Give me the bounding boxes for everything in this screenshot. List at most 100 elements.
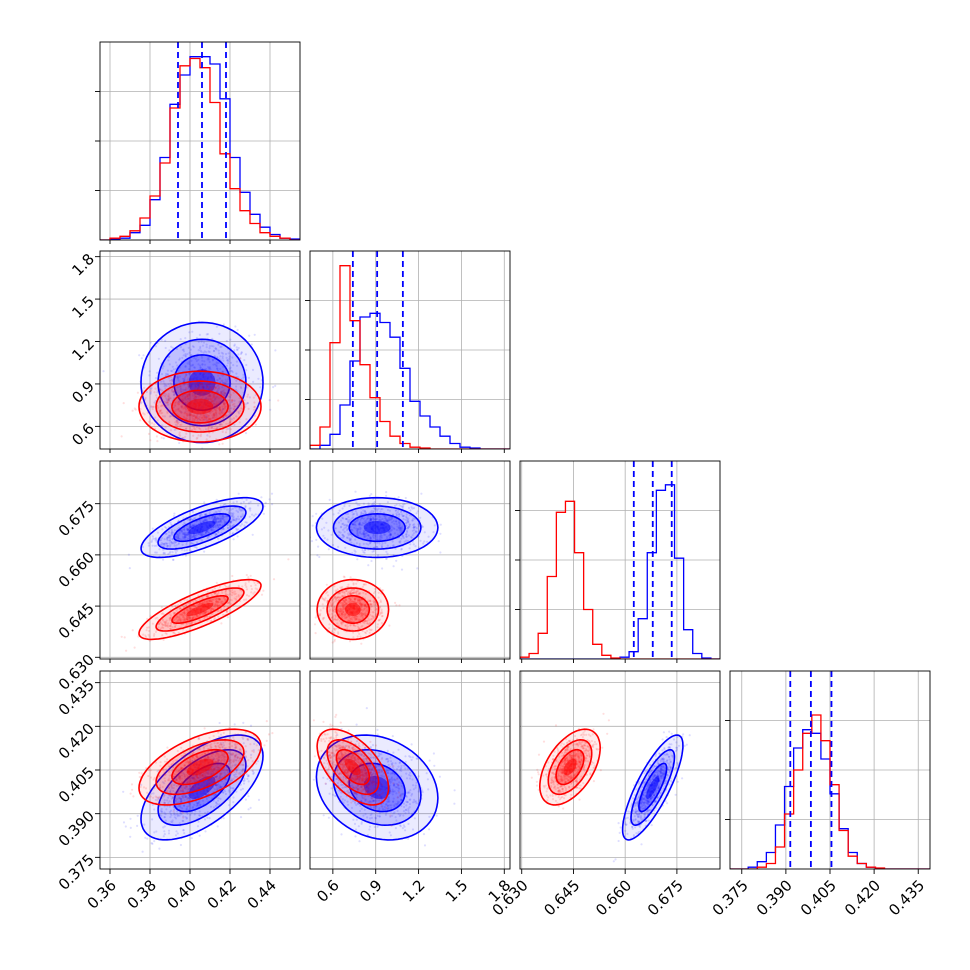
sample-point bbox=[172, 632, 175, 635]
sample-point bbox=[206, 333, 210, 336]
sample-point bbox=[351, 535, 354, 538]
sample-point bbox=[213, 407, 216, 411]
sample-point bbox=[218, 423, 221, 426]
sample-point bbox=[358, 591, 361, 595]
sample-point bbox=[214, 533, 217, 536]
sample-point bbox=[221, 517, 224, 520]
sample-point bbox=[199, 533, 202, 536]
sample-point bbox=[161, 424, 164, 427]
sample-point bbox=[165, 622, 168, 625]
sample-point bbox=[419, 539, 422, 542]
sample-point bbox=[412, 526, 415, 530]
sample-point bbox=[167, 531, 171, 534]
sample-point bbox=[173, 394, 176, 397]
sample-point bbox=[311, 524, 314, 527]
sample-point bbox=[353, 526, 356, 529]
sample-point bbox=[206, 590, 209, 594]
sample-point bbox=[374, 514, 377, 517]
sample-point bbox=[194, 395, 197, 399]
sample-point bbox=[381, 508, 384, 511]
sample-point bbox=[190, 542, 193, 545]
sample-point bbox=[204, 414, 207, 417]
sample-point bbox=[194, 535, 197, 538]
sample-point bbox=[179, 410, 182, 413]
sample-point bbox=[221, 386, 224, 389]
sample-point bbox=[224, 589, 227, 592]
sample-point bbox=[228, 585, 231, 588]
sample-point bbox=[168, 379, 171, 382]
sample-point bbox=[230, 369, 233, 373]
sample-point bbox=[221, 391, 224, 394]
sample-point bbox=[376, 538, 379, 541]
sample-point bbox=[221, 370, 224, 373]
sample-point bbox=[158, 409, 161, 412]
sample-point bbox=[369, 603, 372, 606]
sample-point bbox=[222, 401, 225, 404]
sample-point bbox=[350, 541, 353, 544]
sample-point bbox=[392, 513, 395, 516]
sample-point bbox=[373, 518, 376, 521]
sample-point bbox=[341, 586, 344, 589]
sample-point bbox=[200, 393, 203, 396]
sample-point bbox=[214, 347, 217, 350]
sample-point bbox=[157, 622, 160, 626]
sample-point bbox=[391, 544, 394, 547]
sample-point bbox=[209, 423, 212, 426]
sample-point bbox=[183, 612, 186, 615]
sample-point bbox=[339, 607, 342, 610]
sample-point bbox=[165, 397, 168, 400]
sample-point bbox=[399, 541, 402, 544]
sample-point bbox=[185, 617, 188, 621]
sample-point bbox=[321, 597, 325, 600]
sample-point bbox=[203, 416, 206, 419]
sample-point bbox=[226, 610, 229, 613]
sample-point bbox=[398, 504, 401, 507]
sample-point bbox=[364, 532, 367, 535]
sample-point bbox=[231, 515, 234, 518]
sample-point bbox=[217, 609, 220, 613]
sample-point bbox=[169, 544, 172, 547]
sample-point bbox=[342, 609, 345, 612]
sample-point bbox=[224, 405, 227, 408]
sample-point bbox=[338, 592, 341, 595]
sample-point bbox=[322, 618, 325, 621]
sample-point bbox=[363, 522, 366, 525]
sample-point bbox=[340, 610, 343, 613]
sample-point bbox=[360, 511, 363, 514]
sample-point bbox=[165, 532, 168, 535]
sample-point bbox=[183, 388, 186, 392]
sample-point bbox=[198, 834, 201, 837]
sample-point bbox=[155, 538, 158, 542]
sample-point bbox=[390, 528, 394, 531]
sample-point bbox=[322, 534, 325, 537]
sample-point bbox=[228, 589, 231, 592]
sample-point bbox=[229, 512, 232, 515]
sample-point bbox=[149, 439, 152, 442]
sample-point bbox=[372, 549, 375, 553]
sample-point bbox=[228, 367, 231, 370]
sample-point bbox=[133, 407, 136, 410]
sample-point bbox=[237, 584, 240, 587]
sample-point bbox=[223, 402, 226, 405]
sample-point bbox=[364, 604, 367, 608]
sample-point bbox=[226, 416, 229, 420]
sample-point bbox=[413, 528, 416, 531]
sample-point bbox=[350, 620, 353, 623]
sample-point bbox=[391, 526, 394, 529]
y-tick-label: 0.6 bbox=[68, 420, 98, 450]
sample-point bbox=[408, 523, 411, 526]
sample-point bbox=[169, 616, 172, 619]
sample-point bbox=[184, 618, 187, 621]
sample-point bbox=[401, 527, 404, 530]
sample-point bbox=[217, 349, 220, 352]
sample-point bbox=[352, 601, 355, 604]
sample-point bbox=[197, 615, 200, 618]
sample-point bbox=[347, 519, 350, 522]
sample-point bbox=[167, 398, 170, 401]
sample-point bbox=[230, 514, 233, 517]
sample-point bbox=[315, 512, 318, 515]
scatter-series-0 bbox=[127, 492, 274, 570]
sample-point bbox=[161, 626, 164, 629]
sample-point bbox=[395, 604, 398, 607]
sample-point bbox=[416, 510, 419, 513]
